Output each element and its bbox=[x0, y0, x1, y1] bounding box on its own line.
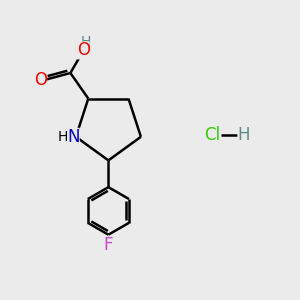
Text: Cl: Cl bbox=[204, 126, 220, 144]
Text: H: H bbox=[80, 35, 91, 50]
Text: H: H bbox=[57, 130, 68, 144]
Text: H: H bbox=[237, 126, 250, 144]
Text: O: O bbox=[34, 70, 47, 88]
Text: N: N bbox=[67, 128, 80, 146]
Text: O: O bbox=[77, 41, 90, 59]
Text: F: F bbox=[103, 236, 113, 254]
